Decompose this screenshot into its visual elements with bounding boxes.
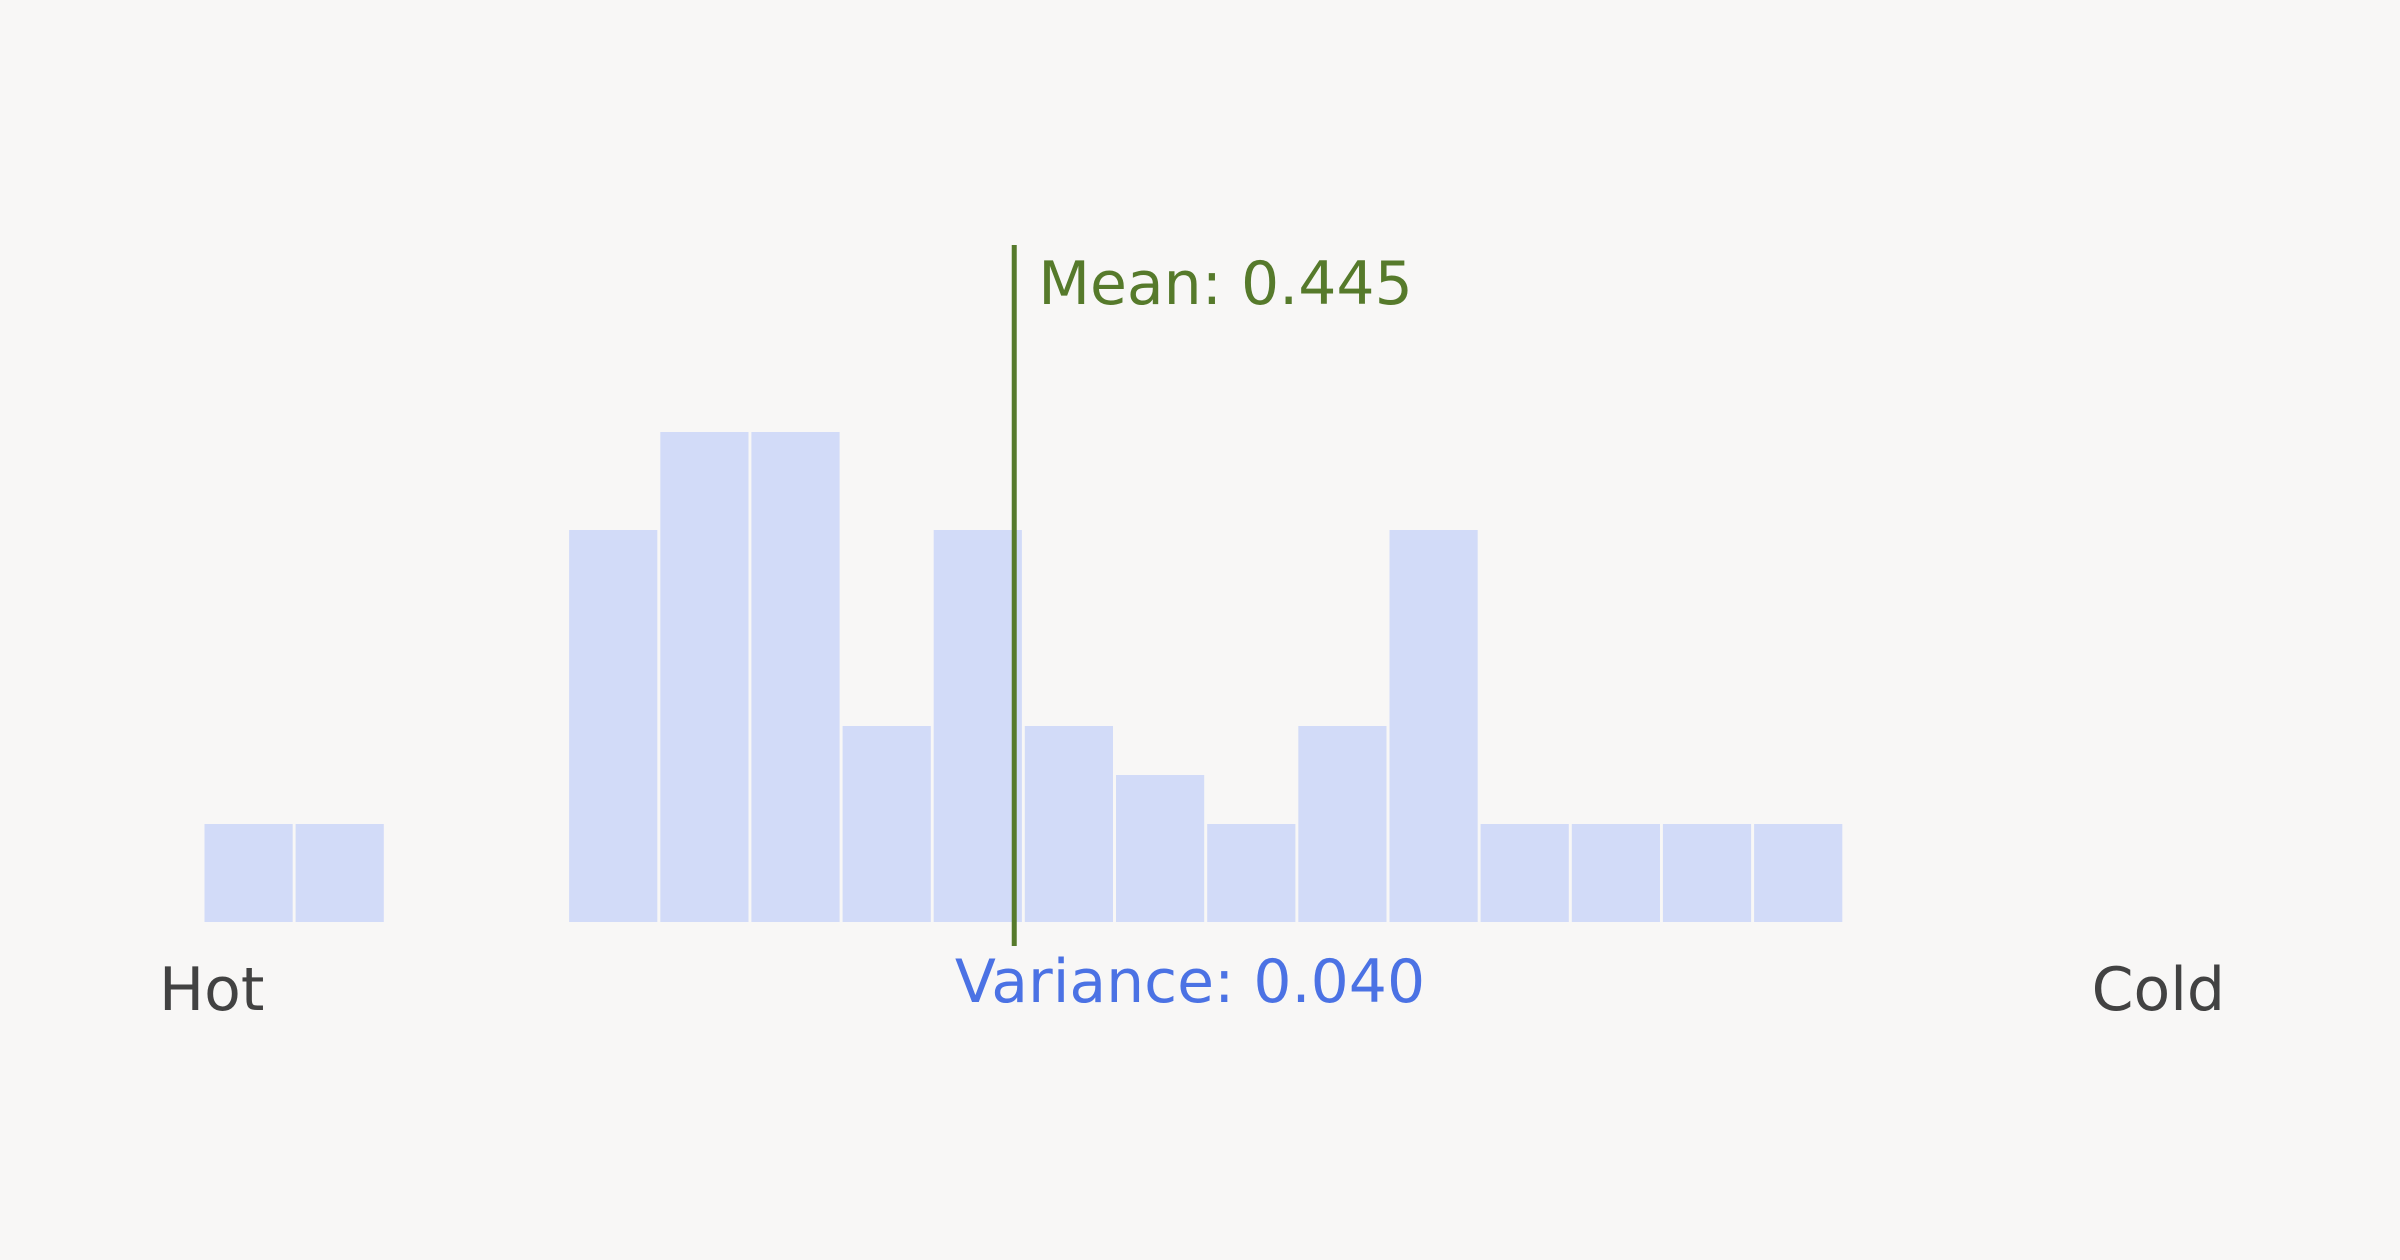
histogram-bar <box>1389 530 1478 922</box>
mean-label: Mean: 0.445 <box>1038 249 1413 319</box>
histogram-bar <box>751 432 840 922</box>
histogram-bar <box>569 530 658 922</box>
hot-label: Hot <box>159 955 264 1025</box>
histogram-bar <box>204 824 293 922</box>
histogram-bar <box>1754 824 1843 922</box>
histogram-bar <box>1480 824 1569 922</box>
histogram-bar <box>1207 824 1296 922</box>
histogram-bar <box>1571 824 1660 922</box>
histogram-bar <box>1024 726 1113 922</box>
histogram-bars <box>204 432 1843 922</box>
histogram-bar <box>1662 824 1752 922</box>
histogram-bar <box>660 432 749 922</box>
histogram-bar <box>1298 726 1387 922</box>
histogram-bar <box>842 726 931 922</box>
cold-label: Cold <box>2092 955 2225 1025</box>
variance-label: Variance: 0.040 <box>955 947 1425 1017</box>
histogram-bar <box>295 824 384 922</box>
histogram-bar <box>1116 775 1205 922</box>
histogram-bar <box>933 530 1022 922</box>
